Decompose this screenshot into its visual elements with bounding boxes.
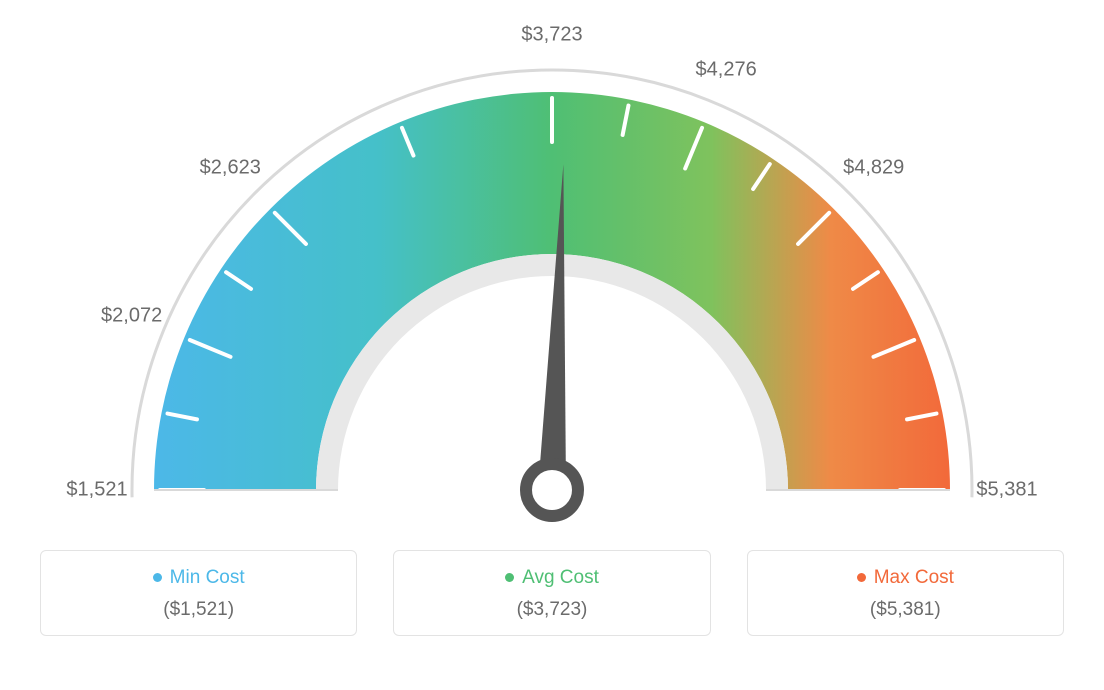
legend-title-max: Max Cost bbox=[758, 567, 1053, 589]
gauge-tick-label: $4,829 bbox=[843, 157, 904, 180]
legend-title-text-max: Max Cost bbox=[874, 567, 954, 588]
legend-title-text-min: Min Cost bbox=[170, 567, 245, 588]
legend-dot-avg bbox=[505, 573, 514, 582]
legend-value-max: ($5,381) bbox=[758, 599, 1053, 621]
gauge-tick-label: $2,623 bbox=[200, 157, 261, 180]
gauge-svg bbox=[0, 0, 1104, 540]
legend-value-min: ($1,521) bbox=[51, 599, 346, 621]
gauge-tick-label: $2,072 bbox=[101, 304, 162, 327]
legend-row: Min Cost ($1,521) Avg Cost ($3,723) Max … bbox=[0, 550, 1104, 636]
gauge-tick-label: $4,276 bbox=[696, 58, 757, 81]
legend-title-min: Min Cost bbox=[51, 567, 346, 589]
legend-title-avg: Avg Cost bbox=[404, 567, 699, 589]
gauge-tick-label: $1,521 bbox=[66, 479, 127, 502]
legend-dot-min bbox=[153, 573, 162, 582]
legend-card-min: Min Cost ($1,521) bbox=[40, 550, 357, 636]
gauge-tick-label: $5,381 bbox=[976, 479, 1037, 502]
gauge-tick-label: $3,723 bbox=[521, 24, 582, 47]
legend-dot-max bbox=[857, 573, 866, 582]
legend-value-avg: ($3,723) bbox=[404, 599, 699, 621]
legend-card-max: Max Cost ($5,381) bbox=[747, 550, 1064, 636]
legend-card-avg: Avg Cost ($3,723) bbox=[393, 550, 710, 636]
cost-gauge: $1,521 $2,072 $2,623 $3,723 $4,276 $4,829 $5,3… bbox=[0, 0, 1104, 540]
legend-title-text-avg: Avg Cost bbox=[522, 567, 599, 588]
